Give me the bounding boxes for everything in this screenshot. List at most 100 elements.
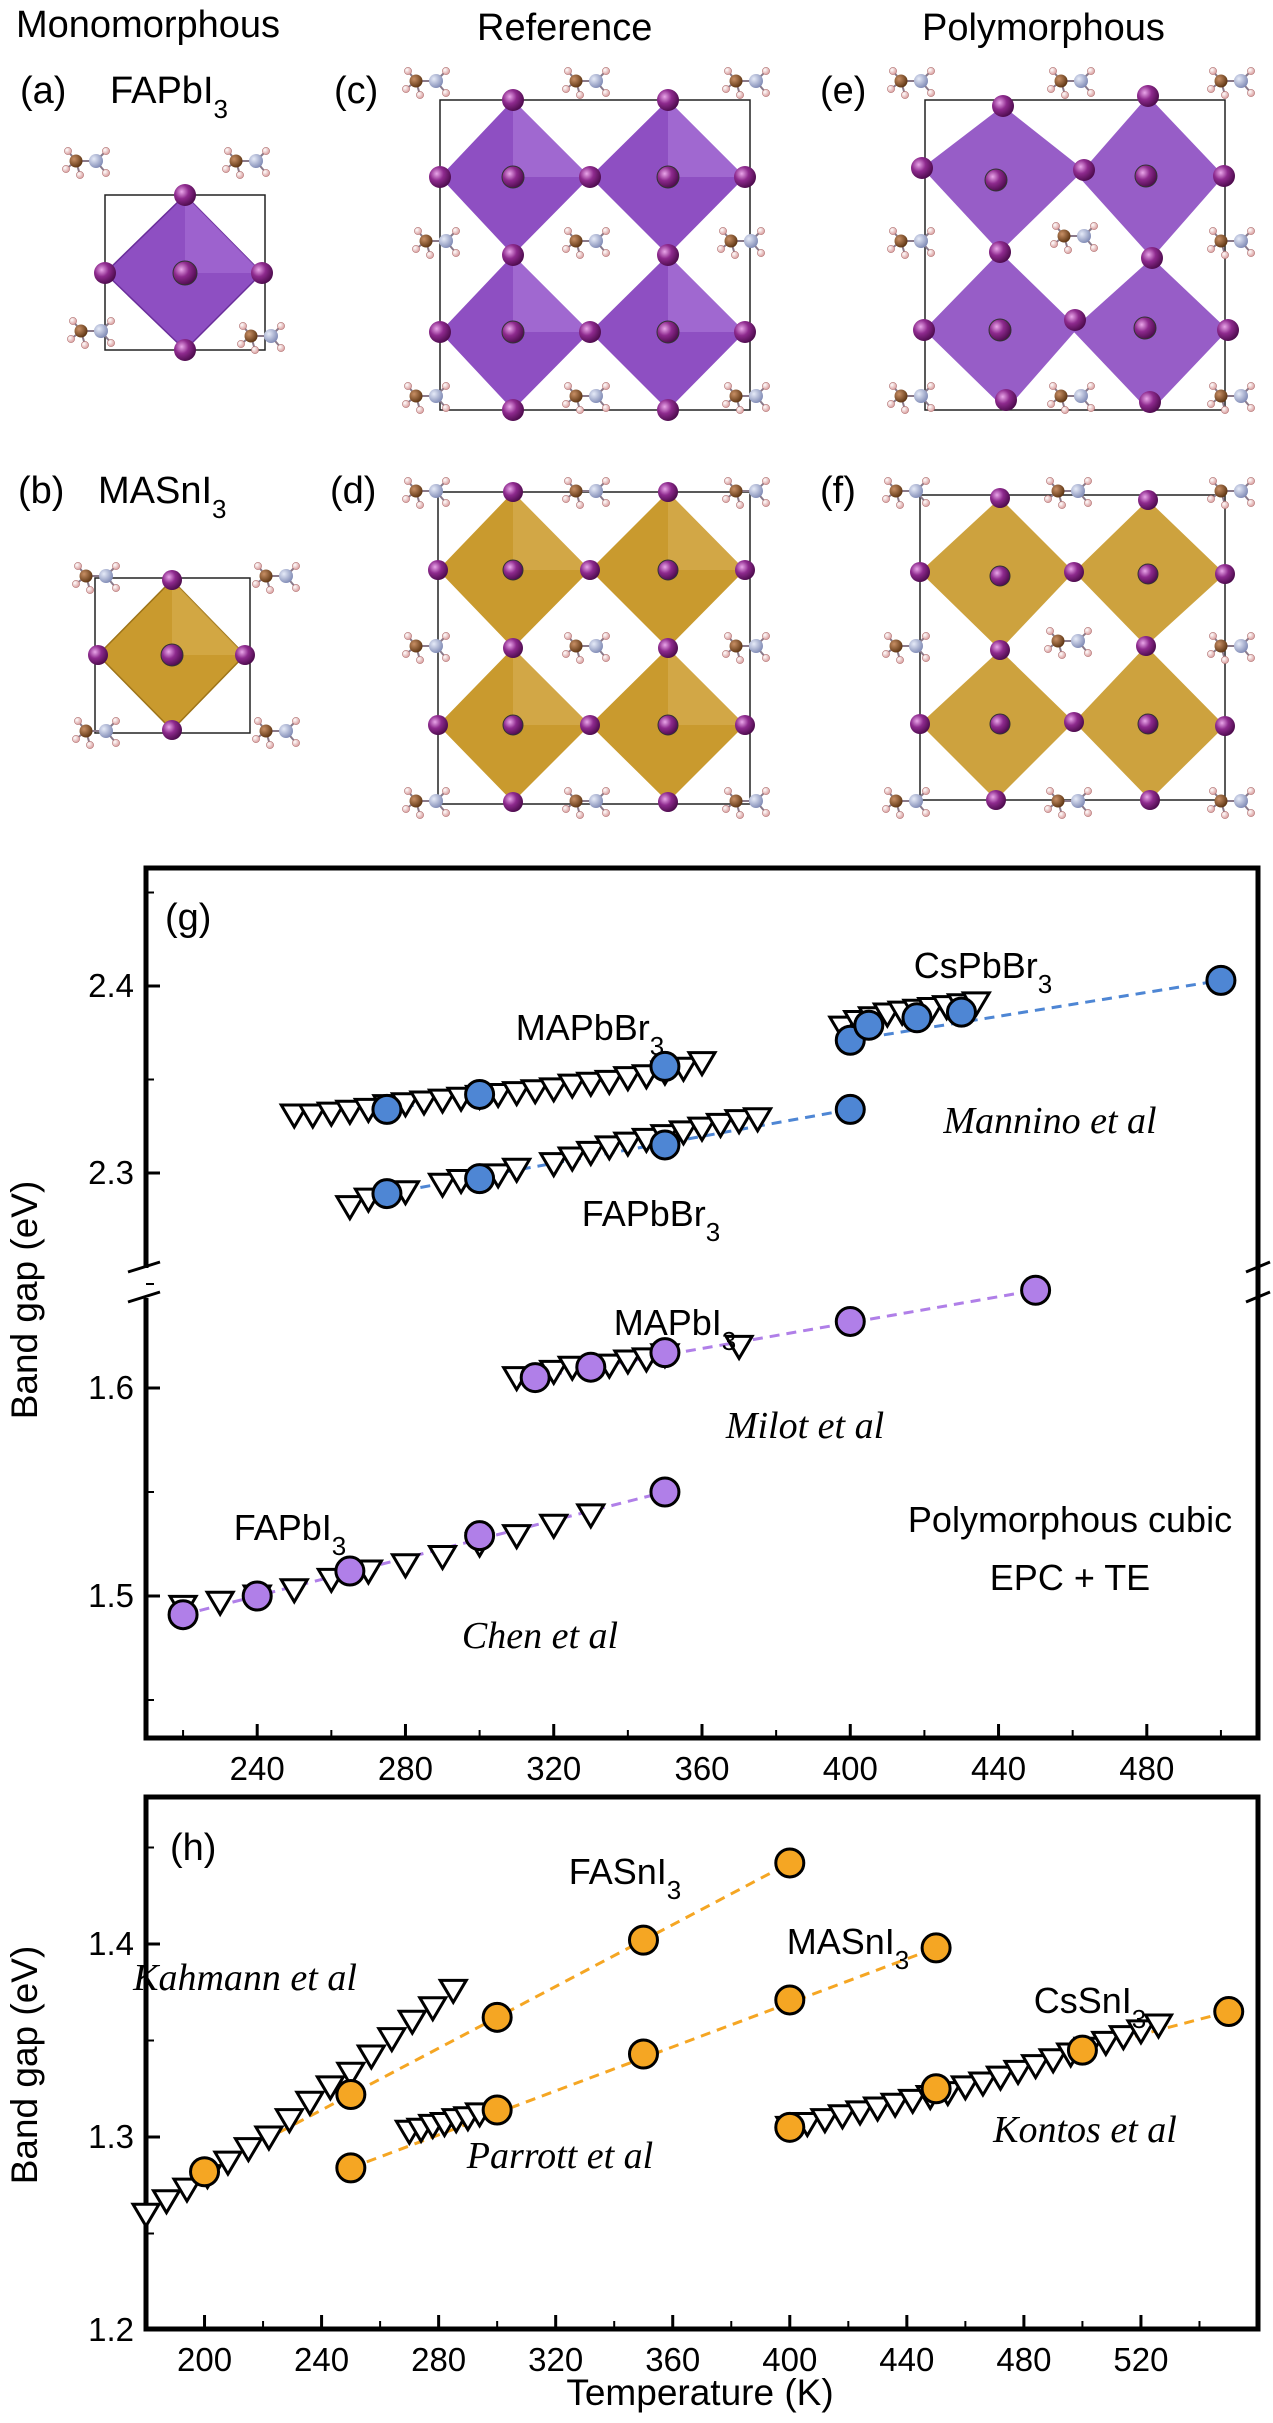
exp-point-FASnI3 xyxy=(131,2202,161,2228)
chart-g-ylabel: Band gap (eV) xyxy=(4,1181,45,1420)
title-polymorphous: Polymorphous xyxy=(922,7,1165,49)
x-tick-label-h: 400 xyxy=(762,2341,817,2378)
label-FAPbBr3: FAPbBr3 xyxy=(582,1193,721,1247)
calc-point-CsSnI3 xyxy=(920,2073,952,2105)
calc-point-MAPbI3 xyxy=(649,1337,681,1369)
calc-point-MAPbI3 xyxy=(575,1351,607,1383)
label-CsPbBr3: CsPbBr3 xyxy=(914,945,1053,999)
calc-point-CsPbBr3 xyxy=(901,1002,933,1034)
x-tick-label-g: 280 xyxy=(378,1750,433,1787)
panel-label-e: (e) xyxy=(820,70,866,112)
calc-point-FAPbI3 xyxy=(464,1520,496,1552)
calc-point-FASnI3 xyxy=(627,1924,659,1956)
calc-point-CsSnI3 xyxy=(774,2111,806,2143)
exp-point-FAPbI3 xyxy=(576,1503,606,1529)
compound-label-a: FAPbI3 xyxy=(110,70,228,124)
calc-point-MAPbBr3 xyxy=(371,1093,403,1125)
exp-point-FAPbBr3 xyxy=(335,1195,365,1221)
x-tick-label-g: 400 xyxy=(823,1750,878,1787)
calc-point-FAPbI3 xyxy=(334,1555,366,1587)
exp-point-FAPbI3 xyxy=(390,1553,420,1579)
panel-label-f: (f) xyxy=(820,470,856,512)
chart-h-frame xyxy=(143,1794,1261,2332)
panel-label-b: (b) xyxy=(18,470,64,512)
calc-point-FAPbBr3 xyxy=(834,1093,866,1125)
citation-milot: Milot et al xyxy=(725,1405,884,1447)
exp-point-FAPbI3 xyxy=(205,1590,235,1616)
citation-kahmann: Kahmann et al xyxy=(132,1957,357,1999)
calc-point-FAPbI3 xyxy=(167,1599,199,1631)
x-tick-label-g: 480 xyxy=(1119,1750,1174,1787)
structure-a xyxy=(61,146,286,361)
calc-point-MAPbBr3 xyxy=(649,1050,681,1082)
label-MAPbBr3: MAPbBr3 xyxy=(516,1007,665,1061)
calc-point-MASnI3 xyxy=(627,2038,659,2070)
trend-line-CsPbBr3 xyxy=(850,978,1222,1042)
calc-point-FAPbI3 xyxy=(649,1476,681,1508)
label-FASnI3: FASnI3 xyxy=(569,1851,682,1905)
label-FAPbI3: FAPbI3 xyxy=(234,1507,347,1561)
chart-h-ylabel: Band gap (eV) xyxy=(4,1946,45,2185)
calc-point-MAPbI3 xyxy=(1020,1274,1052,1306)
x-tick-label-h: 440 xyxy=(879,2341,934,2378)
calc-point-FAPbI3 xyxy=(241,1580,273,1612)
calc-point-FASnI3 xyxy=(774,1847,806,1879)
calc-point-CsSnI3 xyxy=(1066,2034,1098,2066)
calc-point-CsPbBr3 xyxy=(853,1009,885,1041)
calc-point-FASnI3 xyxy=(481,2001,513,2033)
exp-point-FAPbI3 xyxy=(279,1578,309,1604)
panel-label-a: (a) xyxy=(20,70,66,112)
calc-point-FAPbBr3 xyxy=(371,1178,403,1210)
axis-break-mark xyxy=(1245,1290,1271,1304)
x-tick-label-h: 280 xyxy=(411,2341,466,2378)
exp-point-FAPbI3 xyxy=(539,1513,569,1539)
compound-label-b: MASnI3 xyxy=(98,470,227,524)
calc-point-CsPbBr3 xyxy=(1205,964,1237,996)
y-tick-label-g: 1.5 xyxy=(88,1577,134,1614)
x-tick-label-h: 320 xyxy=(528,2341,583,2378)
exp-point-FAPbBr3 xyxy=(743,1107,773,1133)
calc-point-MASnI3 xyxy=(481,2094,513,2126)
x-tick-label-g: 240 xyxy=(230,1750,285,1787)
chart-h: 200 240 280 320 360 400 440 480 520 1.2 1.3 1.4 (h)… xyxy=(4,1794,1261,2413)
citation-parrott: Parrott et al xyxy=(466,2135,653,2177)
y-tick-label-g: 2.3 xyxy=(88,1154,134,1191)
panel-label-g: (g) xyxy=(165,897,211,939)
citation-mannino: Mannino et al xyxy=(942,1100,1156,1142)
axis-break-mark xyxy=(127,1260,161,1274)
x-tick-label-g: 440 xyxy=(971,1750,1026,1787)
y-tick-label-g: 2.4 xyxy=(88,967,134,1004)
x-tick-label-g: 360 xyxy=(674,1750,729,1787)
structure-e xyxy=(886,66,1256,415)
calc-point-MASnI3 xyxy=(335,2152,367,2184)
structure-c xyxy=(401,66,771,421)
exp-point-FAPbI3 xyxy=(428,1544,458,1570)
x-tick-label-h: 200 xyxy=(177,2341,232,2378)
calc-point-FAPbBr3 xyxy=(649,1129,681,1161)
exp-point-FAPbI3 xyxy=(502,1524,532,1550)
calc-point-CsSnI3 xyxy=(1213,1996,1245,2028)
title-monomorphous: Monomorphous xyxy=(16,4,280,46)
trend-line-FAPbBr3 xyxy=(386,1107,851,1196)
calc-point-FASnI3 xyxy=(189,2156,221,2188)
x-tick-label-h: 240 xyxy=(294,2341,349,2378)
label-CsSnI3: CsSnI3 xyxy=(1034,1980,1147,2034)
panel-label-c: (c) xyxy=(334,70,378,112)
y-tick-label-g: 1.6 xyxy=(88,1369,134,1406)
calc-point-MAPbI3 xyxy=(519,1362,551,1394)
citation-chen: Chen et al xyxy=(462,1615,618,1657)
structure-b xyxy=(71,561,301,750)
label-MAPbI3: MAPbI3 xyxy=(614,1302,737,1356)
label-MASnI3: MASnI3 xyxy=(787,1921,910,1975)
x-tick-label-h: 520 xyxy=(1113,2341,1168,2378)
chart-h-xlabel: Temperature (K) xyxy=(566,2372,833,2413)
calc-point-MAPbI3 xyxy=(834,1305,866,1337)
title-reference: Reference xyxy=(477,7,652,49)
structure-d xyxy=(401,476,771,820)
structure-f xyxy=(881,476,1256,820)
calc-point-CsPbBr3 xyxy=(945,996,977,1028)
x-tick-label-h: 360 xyxy=(645,2341,700,2378)
calc-point-MASnI3 xyxy=(920,1932,952,1964)
x-tick-label-h: 480 xyxy=(996,2341,1051,2378)
panel-label-d: (d) xyxy=(330,470,376,512)
